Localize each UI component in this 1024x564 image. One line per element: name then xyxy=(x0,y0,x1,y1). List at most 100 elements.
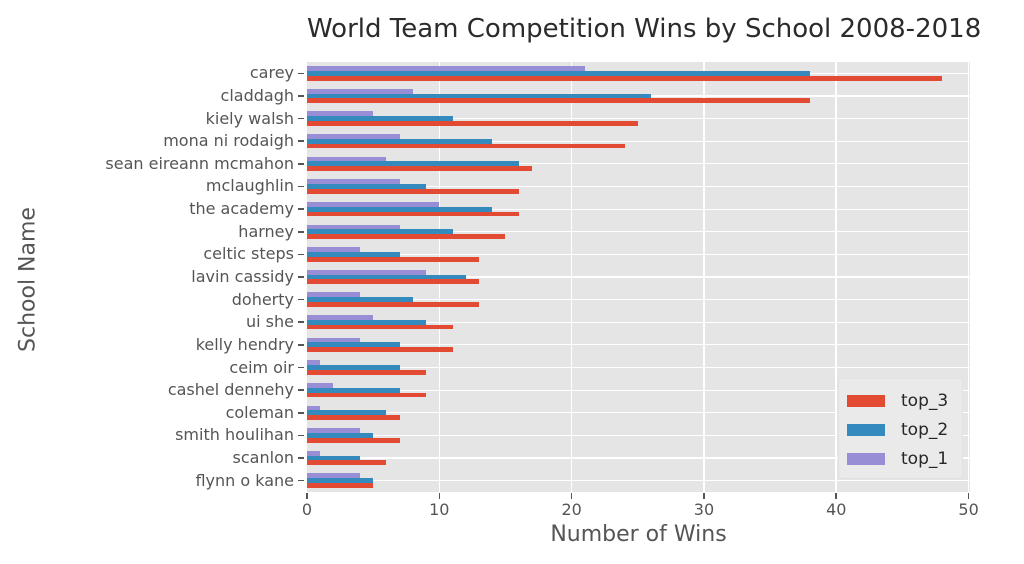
plot-area xyxy=(307,62,970,492)
bar-top_1-sean-eireann-mcmahon xyxy=(307,156,387,162)
bar-top_2-the-academy xyxy=(307,206,493,212)
x-tick-mark xyxy=(703,493,705,499)
bar-top_3-ui-she xyxy=(307,324,453,330)
gridline-y xyxy=(307,434,970,436)
legend-label-top_1: top_1 xyxy=(901,448,949,469)
bar-top_1-kelly-hendry xyxy=(307,337,360,343)
bar-top_3-smith-houlihan xyxy=(307,437,400,443)
category-label: lavin cassidy xyxy=(191,267,294,286)
bar-top_1-smith-houlihan xyxy=(307,428,360,434)
bar-top_1-scanlon xyxy=(307,450,321,456)
gridline-y xyxy=(307,231,970,233)
y-tick-mark xyxy=(298,208,304,210)
category-label: mona ni rodaigh xyxy=(163,131,294,151)
bar-top_1-carey xyxy=(307,66,585,71)
category-label: mclaughlin xyxy=(205,176,294,196)
bar-top_1-kiely-walsh xyxy=(307,111,374,117)
bar-top_3-flynn-o-kane xyxy=(307,483,374,488)
legend-swatch-top_2 xyxy=(847,423,885,436)
legend-item-top_1: top_1 xyxy=(847,444,962,473)
bar-top_3-mona-ni-rodaigh xyxy=(307,143,625,149)
x-tick-label: 10 xyxy=(429,500,450,519)
bar-top_3-lavin-cassidy xyxy=(307,279,480,285)
bar-top_1-doherty xyxy=(307,292,360,298)
x-tick-label: 0 xyxy=(301,500,313,519)
y-tick-mark xyxy=(298,479,304,482)
bar-top_2-kiely-walsh xyxy=(307,116,453,121)
x-tick-label: 40 xyxy=(826,500,847,519)
category-label: flynn o kane xyxy=(195,470,294,490)
x-tick-label: 20 xyxy=(561,500,582,519)
bar-top_3-kelly-hendry xyxy=(307,347,453,353)
bar-top_2-carey xyxy=(307,70,810,76)
bar-top_3-doherty xyxy=(307,302,480,307)
bar-top_1-celtic-steps xyxy=(307,247,360,252)
bar-top_2-doherty xyxy=(307,297,413,303)
bar-top_3-kiely-walsh xyxy=(307,120,638,126)
category-label: the academy xyxy=(189,199,294,219)
category-label: sean eireann mcmahon xyxy=(105,153,294,173)
bar-top_3-cashel-dennehy xyxy=(307,392,427,398)
category-label: doherty xyxy=(231,289,294,309)
category-label: cashel dennehy xyxy=(167,380,294,400)
y-tick-mark xyxy=(298,411,304,414)
category-label: kiely walsh xyxy=(205,108,294,128)
bar-top_3-the-academy xyxy=(307,211,519,217)
bar-top_1-claddagh xyxy=(307,88,413,94)
bar-top_2-celtic-steps xyxy=(307,251,400,257)
category-label: claddagh xyxy=(220,85,294,105)
bar-top_2-flynn-o-kane xyxy=(307,478,374,484)
gridline-y xyxy=(307,140,970,142)
bar-top_2-scanlon xyxy=(307,455,360,461)
y-tick-mark xyxy=(298,366,304,369)
bar-top_2-ceim-oir xyxy=(307,365,400,370)
x-tick-mark xyxy=(306,493,308,499)
category-label: harney xyxy=(238,221,294,241)
y-tick-mark xyxy=(298,457,304,459)
bar-top_3-carey xyxy=(307,75,943,81)
bar-top_2-lavin-cassidy xyxy=(307,274,466,280)
gridline-y xyxy=(307,412,970,414)
bar-top_2-smith-houlihan xyxy=(307,433,374,438)
gridline-y xyxy=(307,163,970,165)
legend-label-top_3: top_3 xyxy=(901,390,949,411)
x-tick-label: 50 xyxy=(958,500,979,519)
y-tick-mark xyxy=(298,163,304,165)
bar-top_3-coleman xyxy=(307,415,400,420)
legend-swatch-top_1 xyxy=(847,452,885,465)
bar-top_3-ceim-oir xyxy=(307,369,427,375)
bar-top_3-celtic-steps xyxy=(307,256,480,262)
bar-top_2-kelly-hendry xyxy=(307,342,400,348)
gridline-y xyxy=(307,185,970,188)
gridline-y xyxy=(307,276,970,278)
bar-top_2-mona-ni-rodaigh xyxy=(307,138,493,144)
bar-top_3-claddagh xyxy=(307,98,810,104)
gridline-y xyxy=(307,389,970,391)
bar-top_1-lavin-cassidy xyxy=(307,269,427,275)
chart-title: World Team Competition Wins by School 20… xyxy=(307,14,982,44)
bar-top_1-cashel-dennehy xyxy=(307,382,334,388)
bar-top_3-scanlon xyxy=(307,460,387,466)
bar-top_1-ui-she xyxy=(307,315,374,320)
y-tick-mark xyxy=(298,321,304,324)
gridline-y xyxy=(307,253,970,255)
legend: top_3 top_2 top_1 xyxy=(838,378,963,479)
y-tick-mark xyxy=(298,95,304,97)
y-tick-mark xyxy=(298,298,304,301)
gridline-y xyxy=(307,117,970,120)
bar-top_1-harney xyxy=(307,224,400,230)
bar-top_1-ceim-oir xyxy=(307,360,321,366)
x-tick-label: 30 xyxy=(693,500,715,519)
bar-top_1-the-academy xyxy=(307,201,440,207)
category-label: kelly hendry xyxy=(195,334,294,354)
bar-top_3-sean-eireann-mcmahon xyxy=(307,166,532,172)
bar-top_2-coleman xyxy=(307,410,387,416)
gridline-y xyxy=(307,208,970,210)
gridline-y xyxy=(307,321,970,323)
bar-top_2-ui-she xyxy=(307,319,427,325)
bar-top_3-mclaughlin xyxy=(307,188,519,194)
bar-top_1-mona-ni-rodaigh xyxy=(307,134,400,139)
gridline-y xyxy=(307,366,970,369)
category-label: smith houlihan xyxy=(175,425,294,445)
